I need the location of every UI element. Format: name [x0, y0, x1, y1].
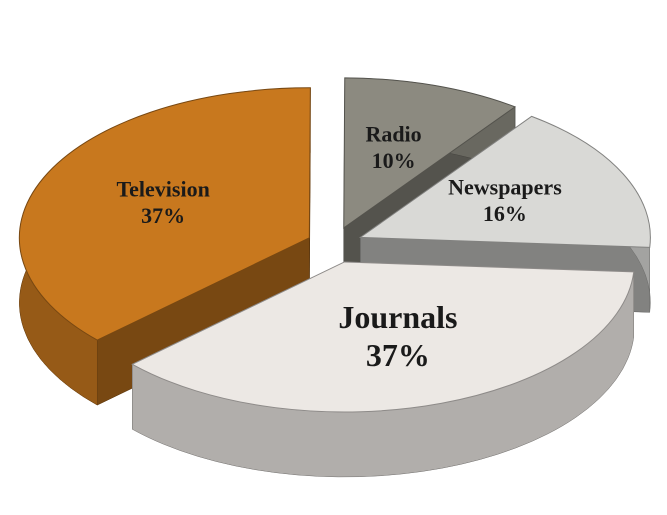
pie-slice — [18, 87, 311, 341]
slice-label: Newspapers — [448, 174, 562, 199]
slice-value-label: 37% — [141, 203, 185, 228]
pie-slice — [131, 261, 635, 413]
slice-value-label: 10% — [372, 148, 416, 173]
slice-label: Television — [117, 177, 210, 202]
slice-label: Radio — [365, 121, 421, 146]
slice-value-label: 37% — [366, 337, 430, 373]
pie-slice — [343, 77, 517, 229]
slice-label: Journals — [338, 299, 457, 335]
slice-value-label: 16% — [483, 201, 527, 226]
pie-slice — [358, 115, 651, 248]
